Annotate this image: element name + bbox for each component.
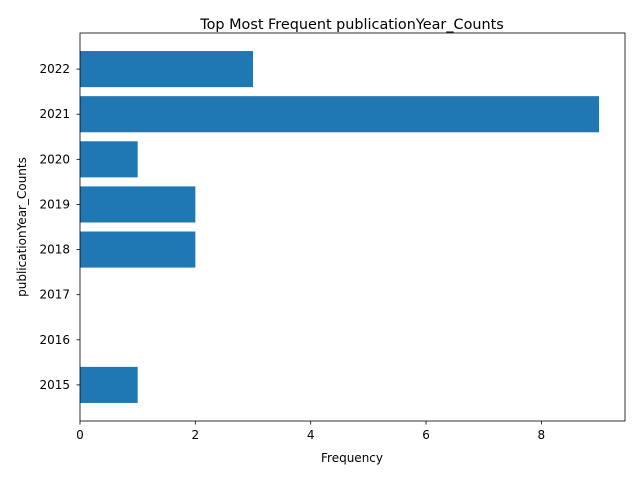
y-tick-label: 2022 (39, 62, 70, 76)
x-axis-label: Frequency (321, 451, 383, 465)
x-tick-label: 2 (192, 428, 200, 442)
x-axis-ticks: 0 2 4 6 8 (76, 421, 545, 442)
y-tick-label: 2020 (39, 152, 70, 166)
y-tick-label: 2017 (39, 288, 70, 302)
y-axis-ticks: 2022 2021 2020 2019 2018 2017 2016 2015 (39, 62, 80, 392)
y-tick-label: 2016 (39, 333, 70, 347)
x-tick-label: 8 (538, 428, 546, 442)
y-tick-label: 2015 (39, 378, 70, 392)
bar-2015 (80, 366, 138, 403)
bar-2019 (80, 186, 196, 223)
x-tick-label: 6 (422, 428, 430, 442)
y-axis-label: publicationYear_Counts (15, 157, 29, 297)
x-tick-label: 0 (76, 428, 84, 442)
bar-2018 (80, 231, 196, 268)
bar-2020 (80, 141, 138, 178)
bars-group (80, 51, 600, 403)
bar-2022 (80, 51, 254, 88)
y-tick-label: 2021 (39, 107, 70, 121)
x-tick-label: 4 (307, 428, 315, 442)
bar-2021 (80, 96, 600, 133)
y-tick-label: 2018 (39, 243, 70, 257)
plot-frame (79, 32, 626, 422)
y-tick-label: 2019 (39, 197, 70, 211)
chart-title: Top Most Frequent publicationYear_Counts (199, 17, 504, 33)
